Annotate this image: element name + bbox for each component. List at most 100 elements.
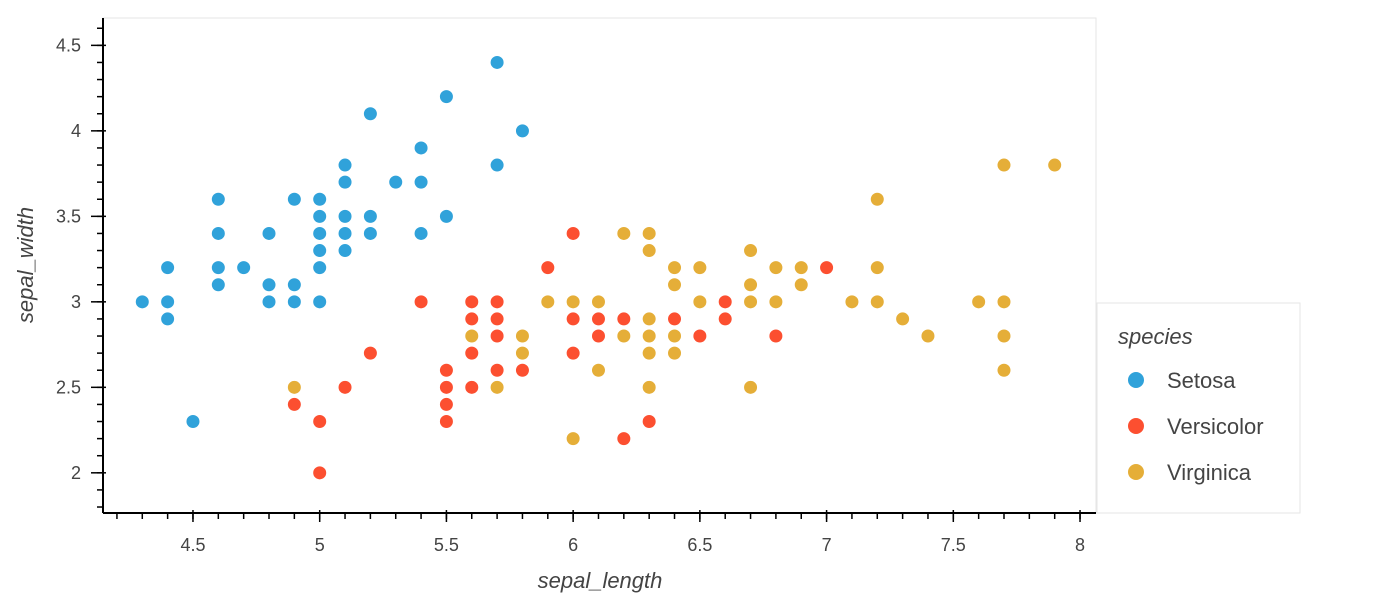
data-point-versicolor [717,294,733,310]
data-point-virginica [768,294,784,310]
data-point-virginica [514,345,530,361]
data-point-versicolor [464,311,480,327]
data-point-versicolor [312,414,328,430]
data-point-setosa [210,225,226,241]
y-tick-label: 2.5 [56,377,81,397]
data-point-virginica [641,311,657,327]
data-point-virginica [895,311,911,327]
data-point-setosa [337,225,353,241]
data-point-virginica [540,294,556,310]
data-point-setosa [134,294,150,310]
data-point-setosa [337,174,353,190]
data-point-virginica [971,294,987,310]
legend-title: species [1118,324,1193,349]
y-tick-label: 3 [71,292,81,312]
data-point-virginica [590,362,606,378]
data-point-virginica [844,294,860,310]
data-point-setosa [261,277,277,293]
data-point-virginica [565,431,581,447]
data-point-setosa [312,208,328,224]
data-point-virginica [590,294,606,310]
data-point-setosa [286,277,302,293]
data-point-versicolor [413,294,429,310]
data-point-virginica [869,260,885,276]
data-point-versicolor [565,345,581,361]
data-point-setosa [489,157,505,173]
data-point-virginica [616,225,632,241]
data-point-versicolor [641,414,657,430]
x-tick-label: 6 [568,535,578,555]
data-point-setosa [388,174,404,190]
data-point-virginica [641,345,657,361]
data-point-versicolor [286,396,302,412]
data-point-virginica [616,328,632,344]
data-point-setosa [312,225,328,241]
data-point-setosa [236,260,252,276]
data-point-virginica [743,243,759,259]
data-point-versicolor [489,311,505,327]
x-tick-label: 4.5 [180,535,205,555]
legend-label-setosa: Setosa [1167,368,1236,393]
y-tick-label: 4.5 [56,35,81,55]
data-point-versicolor [464,345,480,361]
data-point-versicolor [819,260,835,276]
data-point-setosa [210,191,226,207]
x-tick-label: 7 [822,535,832,555]
data-point-setosa [337,208,353,224]
y-tick-label: 2 [71,463,81,483]
data-point-virginica [793,260,809,276]
x-tick-label: 6.5 [687,535,712,555]
data-point-virginica [641,328,657,344]
data-point-versicolor [590,311,606,327]
data-point-versicolor [312,465,328,481]
data-point-setosa [362,208,378,224]
y-tick-label: 4 [71,121,81,141]
data-point-versicolor [464,294,480,310]
data-point-virginica [996,328,1012,344]
data-point-setosa [286,294,302,310]
data-point-versicolor [489,362,505,378]
x-tick-label: 7.5 [941,535,966,555]
data-point-virginica [667,277,683,293]
legend-marker-virginica [1128,464,1144,480]
data-point-setosa [362,225,378,241]
data-point-setosa [438,89,454,105]
data-point-setosa [286,191,302,207]
data-point-virginica [743,294,759,310]
data-point-setosa [261,225,277,241]
legend-marker-versicolor [1128,418,1144,434]
data-point-versicolor [337,379,353,395]
data-point-setosa [413,225,429,241]
x-axis-label: sepal_length [538,568,663,593]
data-point-virginica [641,379,657,395]
data-point-setosa [210,277,226,293]
data-point-versicolor [438,414,454,430]
data-point-virginica [692,294,708,310]
data-point-virginica [667,260,683,276]
data-point-virginica [641,243,657,259]
data-point-virginica [514,328,530,344]
data-point-setosa [362,106,378,122]
data-point-versicolor [616,311,632,327]
data-point-virginica [869,294,885,310]
data-point-versicolor [438,362,454,378]
x-tick-label: 5 [315,535,325,555]
data-point-virginica [692,260,708,276]
data-point-setosa [438,208,454,224]
data-point-virginica [565,294,581,310]
data-point-setosa [160,260,176,276]
data-point-virginica [641,225,657,241]
y-tick-label: 3.5 [56,206,81,226]
data-point-versicolor [590,328,606,344]
data-point-setosa [210,260,226,276]
plot-frame [102,17,1097,514]
data-point-versicolor [692,328,708,344]
legend: species Setosa Versicolor Virginica [1096,302,1301,514]
data-point-versicolor [438,396,454,412]
data-point-versicolor [438,379,454,395]
data-point-setosa [514,123,530,139]
data-point-virginica [489,379,505,395]
data-point-versicolor [464,379,480,395]
data-point-versicolor [768,328,784,344]
